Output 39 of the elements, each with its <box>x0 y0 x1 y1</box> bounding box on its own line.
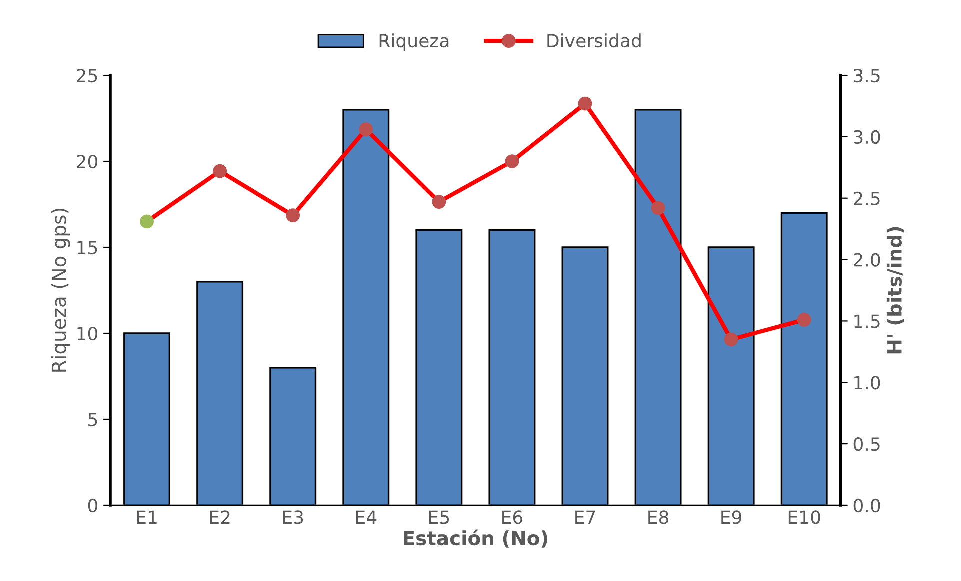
point <box>651 201 666 216</box>
x-tick-label: E8 <box>648 510 668 524</box>
y-tick-label: 15 <box>78 241 98 255</box>
x-tick-label: E5 <box>430 510 450 524</box>
x-tick-label: E4 <box>356 510 377 524</box>
point <box>724 332 738 347</box>
point <box>359 122 374 137</box>
x-tick-label: E10 <box>788 510 820 524</box>
point <box>797 313 812 327</box>
y2-tick-label: 0.0 <box>854 498 880 513</box>
y2-axis-title: H' (bits/ind) <box>886 227 904 354</box>
y-axis-title: Riqueza (No gps) <box>51 208 70 372</box>
x-axis-title: Estación (No) <box>404 530 548 548</box>
y2-tick-label: 3.5 <box>854 68 880 83</box>
x-tick-label: E7 <box>576 510 596 524</box>
y2-tick-label: 3.0 <box>854 130 880 144</box>
y2-tick-label: 2.5 <box>854 192 880 206</box>
y-tick-label: 25 <box>77 68 98 83</box>
legend-label: Riqueza <box>380 34 449 52</box>
y2-tick-label: 0.5 <box>854 438 880 452</box>
y-tick-label: 10 <box>78 326 98 341</box>
x-tick-label: E3 <box>283 510 304 524</box>
y2-tick-label: 2.0 <box>854 253 880 267</box>
y-tick-label: 20 <box>77 154 98 169</box>
x-tick-label: E1 <box>137 510 157 524</box>
point <box>286 208 300 223</box>
x-tick-label: E2 <box>210 510 230 524</box>
point <box>578 96 592 111</box>
point <box>140 214 154 229</box>
y2-tick-label: 1.0 <box>854 376 880 390</box>
y2-tick-label: 1.5 <box>854 314 880 328</box>
y-tick-label: 5 <box>88 413 98 427</box>
x-tick-label: E6 <box>502 510 523 524</box>
legend-label: Diversidad <box>548 34 641 48</box>
x-tick-label: E9 <box>722 510 742 524</box>
y-tick-label: 0 <box>88 498 98 513</box>
point <box>505 154 520 168</box>
point <box>432 195 446 209</box>
point <box>213 164 228 178</box>
